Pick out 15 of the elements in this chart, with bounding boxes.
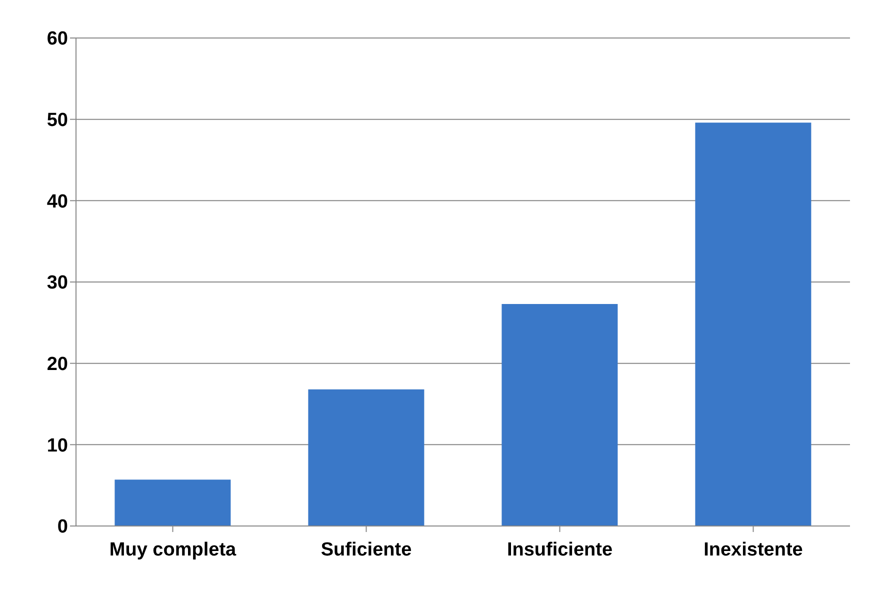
y-tick-label: 10 bbox=[46, 435, 68, 456]
y-tick-label: 60 bbox=[46, 28, 68, 50]
bar bbox=[695, 122, 812, 526]
y-tick-label: 50 bbox=[46, 110, 68, 132]
bar bbox=[114, 480, 231, 526]
bar bbox=[502, 304, 618, 526]
y-tick-label: 40 bbox=[46, 191, 68, 212]
x-tick-label: Muy completa bbox=[109, 539, 237, 560]
x-tick-label: Insuficiente bbox=[506, 539, 613, 560]
x-tick-label: Inexistente bbox=[704, 539, 803, 560]
y-tick-label: 20 bbox=[46, 354, 68, 376]
y-tick-label: 0 bbox=[57, 516, 68, 538]
y-tick-label: 30 bbox=[46, 272, 68, 294]
bar bbox=[308, 389, 424, 526]
x-tick-label: Suficiente bbox=[320, 539, 412, 560]
